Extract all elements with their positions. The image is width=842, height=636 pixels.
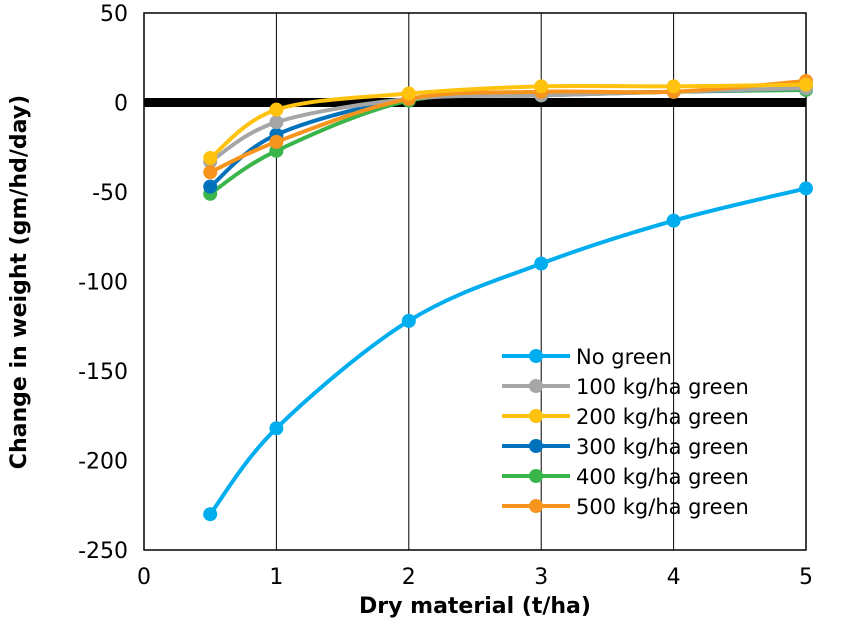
y-tick-label: -100 bbox=[78, 271, 128, 296]
legend-label: 300 kg/ha green bbox=[576, 435, 749, 459]
y-tick-label: 0 bbox=[114, 92, 128, 117]
data-point bbox=[534, 256, 549, 271]
legend-label: 500 kg/ha green bbox=[576, 495, 749, 519]
data-point bbox=[203, 150, 218, 165]
data-point bbox=[401, 313, 416, 328]
x-tick-label: 2 bbox=[402, 565, 416, 590]
legend-label: 400 kg/ha green bbox=[576, 465, 749, 489]
y-tick-label: -50 bbox=[92, 181, 128, 206]
y-axis-label: Change in weight (gm/hd/day) bbox=[7, 95, 32, 469]
data-point bbox=[401, 86, 416, 101]
legend: No green 100 kg/ha green 200 kg/ha green 30… bbox=[502, 345, 749, 519]
data-point bbox=[269, 102, 284, 117]
axes: 0 1 2 3 4 5 -250 -200 -150 -100 -50 0 50 bbox=[78, 2, 813, 590]
data-point bbox=[269, 421, 284, 436]
y-tick-label: -250 bbox=[78, 539, 128, 564]
series-group bbox=[203, 74, 813, 522]
legend-swatch-marker bbox=[529, 439, 543, 453]
legend-label: 200 kg/ha green bbox=[576, 405, 749, 429]
data-point bbox=[269, 134, 284, 149]
y-tick-label: 50 bbox=[100, 2, 128, 27]
legend-swatch-marker bbox=[529, 469, 543, 483]
data-point bbox=[203, 507, 218, 522]
x-tick-label: 1 bbox=[269, 565, 283, 590]
data-point bbox=[666, 213, 681, 228]
x-tick-label: 3 bbox=[534, 565, 548, 590]
plot-border bbox=[143, 12, 807, 551]
legend-label: 100 kg/ha green bbox=[576, 375, 749, 399]
x-tick-label: 4 bbox=[667, 565, 681, 590]
data-point bbox=[666, 79, 681, 94]
legend-swatch-marker bbox=[529, 409, 543, 423]
legend-swatch-marker bbox=[529, 349, 543, 363]
data-point bbox=[203, 179, 218, 194]
series-0 bbox=[203, 181, 813, 522]
y-tick-label: -200 bbox=[78, 450, 128, 475]
data-point bbox=[799, 181, 813, 196]
x-tick-label: 0 bbox=[137, 565, 151, 590]
x-axis-label: Dry material (t/ha) bbox=[359, 594, 591, 619]
legend-swatch-marker bbox=[529, 379, 543, 393]
data-point bbox=[269, 115, 284, 130]
data-point bbox=[203, 165, 218, 180]
series-1 bbox=[203, 81, 813, 169]
legend-swatch-marker bbox=[529, 499, 543, 513]
data-point bbox=[534, 79, 549, 94]
data-point bbox=[799, 77, 813, 92]
series-2 bbox=[203, 77, 813, 165]
x-tick-label: 5 bbox=[799, 565, 813, 590]
legend-label: No green bbox=[576, 345, 672, 369]
y-tick-label: -150 bbox=[78, 360, 128, 385]
